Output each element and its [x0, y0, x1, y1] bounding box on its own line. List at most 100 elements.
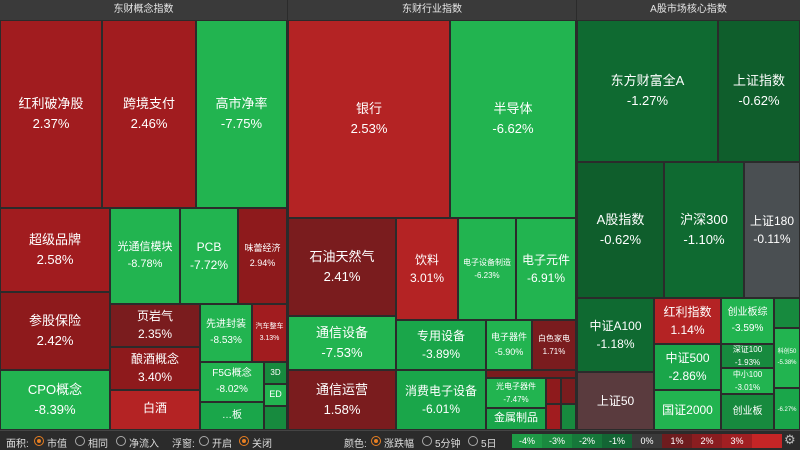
tile-xiaofei-dianzi[interactable]: 消费电子设备 -6.01%	[396, 370, 486, 430]
tile-a-gu[interactable]: A股指数 -0.62%	[577, 162, 664, 298]
area-option-net-inflow[interactable]: 净流入	[129, 439, 159, 450]
tile-pcb[interactable]: PCB -7.72%	[180, 208, 238, 304]
area-radio-net-inflow[interactable]	[116, 436, 126, 446]
tile-tongxin-shebei[interactable]: 通信设备 -7.53%	[288, 316, 396, 370]
tile-industry-small-3[interactable]	[546, 404, 561, 430]
tile-dianzi-yuanjian[interactable]: 电子元件 -6.91%	[516, 218, 576, 320]
tile-dongfang-caifu[interactable]: 东方财富全A -1.27%	[577, 20, 718, 162]
float-option-on[interactable]: 开启	[212, 439, 232, 450]
gear-icon[interactable]: ⚙	[784, 432, 796, 447]
color-option-change[interactable]: 涨跌幅	[384, 439, 414, 450]
tile-chuangye-zong[interactable]: 创业板综 -3.59%	[721, 298, 774, 344]
tile-industry-strip[interactable]	[486, 370, 576, 378]
color-option-5min[interactable]: 5分钟	[435, 439, 461, 450]
tile-gaoshi-jinglv[interactable]: 高市净率 -7.75%	[196, 20, 287, 208]
tile-small-filler[interactable]	[264, 406, 287, 430]
tile-name: 中证500	[665, 350, 710, 365]
tile-name: 饮料	[414, 252, 439, 267]
legend-cell: 1%	[662, 434, 692, 448]
float-option-off[interactable]: 关闭	[252, 439, 272, 450]
tile-yinhang[interactable]: 银行 2.53%	[288, 20, 450, 218]
tile-yinliao[interactable]: 饮料 3.01%	[396, 218, 458, 320]
area-option-market-cap[interactable]: 市值	[47, 439, 67, 450]
tile-guangdianzi[interactable]: 光电子器件 -7.47%	[486, 378, 546, 408]
tile-name: 超级品牌	[28, 232, 81, 248]
tile-name: …板	[222, 409, 242, 421]
tile-jinshu-zhipin[interactable]: 金属制品	[486, 408, 546, 430]
tile-xianjin-fengzhuang[interactable]: 先进封装 -8.53%	[200, 304, 252, 362]
tile-name: 国证2000	[662, 402, 713, 417]
bottom-control-bar: 面积: 市值 相同 净流入 浮窗: 开启 关闭 颜色: 涨跌幅 5分钟 5日 -…	[0, 430, 800, 450]
area-radio-market-cap[interactable]	[34, 436, 44, 446]
tile-change: -1.93%	[734, 357, 761, 367]
tile-name: 光通信模块	[117, 240, 173, 253]
tile-change: -3.59%	[731, 322, 764, 334]
tile-zhuanyong-shebei[interactable]: 专用设备 -3.89%	[396, 320, 486, 370]
tile-shiyou-tianranqi[interactable]: 石油天然气 2.41%	[288, 218, 396, 316]
tile-ed[interactable]: ED	[264, 384, 287, 406]
tile-small-ban[interactable]: …板	[200, 402, 264, 430]
tile-name: 上证50	[596, 393, 635, 408]
tile-zhongzheng500[interactable]: 中证500 -2.86%	[654, 344, 721, 390]
tile-weilei-jingji[interactable]: 味蕾经济 2.94%	[238, 208, 287, 304]
tile-industry-small-1[interactable]	[546, 378, 561, 404]
tile-shenzheng100[interactable]: 深证100 -1.93%	[721, 344, 774, 368]
tile-yeyanqi[interactable]: 页岩气 2.35%	[110, 304, 200, 347]
tile-guangtongxin[interactable]: 光通信模块 -8.78%	[110, 208, 180, 304]
tile-change: -5.38%	[777, 359, 797, 366]
tile-chuangyeban[interactable]: 创业板	[721, 394, 774, 430]
tile-name: 银行	[355, 101, 382, 117]
tile-hushen300[interactable]: 沪深300 -1.10%	[664, 162, 744, 298]
tile-f5g[interactable]: F5G概念 -8.02%	[200, 362, 264, 402]
tile-bandaoti[interactable]: 半导体 -6.62%	[450, 20, 576, 218]
tile-name: 味蕾经济	[244, 243, 281, 254]
tile-industry-small-2[interactable]	[561, 378, 576, 404]
area-radio-equal[interactable]	[75, 436, 85, 446]
tile-shangzheng[interactable]: 上证指数 -0.62%	[718, 20, 800, 162]
color-label: 颜色:	[344, 439, 367, 450]
tile-qiche-zhengche[interactable]: 汽车整车 3.13%	[252, 304, 287, 362]
tile-chaoji-pinpai[interactable]: 超级品牌 2.58%	[0, 208, 110, 292]
tile-canban-baoxian[interactable]: 参股保险 2.42%	[0, 292, 110, 370]
color-option-5day[interactable]: 5日	[481, 439, 497, 450]
tile-change: -8.02%	[216, 383, 248, 395]
float-radio-on[interactable]	[199, 436, 209, 446]
tile-dianzi-qijian[interactable]: 电子器件 -5.90%	[486, 320, 532, 370]
tile-change: -6.27%	[777, 406, 797, 413]
color-radio-change[interactable]	[371, 436, 381, 446]
float-radio-off[interactable]	[239, 436, 249, 446]
tile-baise-jiadian[interactable]: 白色家电 1.71%	[532, 320, 576, 370]
tile-tongxin-yunying[interactable]: 通信运营 1.58%	[288, 370, 396, 430]
tile-hongli-pojing[interactable]: 红利破净股 2.37%	[0, 20, 102, 208]
tile-market-small-1[interactable]	[774, 298, 800, 328]
tile-industry-small-4[interactable]	[561, 404, 576, 430]
tile-zhongxiao100[interactable]: 中小100 -3.01%	[721, 368, 774, 394]
tile-change: -6.62%	[492, 120, 534, 136]
tile-zhongzheng2000[interactable]: 国证2000	[654, 390, 721, 430]
tile-change: -0.62%	[599, 231, 642, 247]
tile-niangjiu[interactable]: 酿酒概念 3.40%	[110, 347, 200, 390]
tile-hongli-zhishu[interactable]: 红利指数 1.14%	[654, 298, 721, 344]
tile-keji-small[interactable]: 科创50 -5.38%	[774, 328, 800, 388]
tile-change: -8.53%	[210, 334, 242, 346]
color-radio-5min[interactable]	[422, 436, 432, 446]
tile-change: 2.37%	[32, 115, 70, 131]
tile-name: 高市净率	[215, 96, 268, 112]
tile-cpo[interactable]: CPO概念 -8.39%	[0, 370, 110, 430]
tile-change: -7.72%	[189, 257, 229, 272]
tile-shangzheng50[interactable]: 上证50	[577, 372, 654, 430]
tile-baijiu[interactable]: 白酒	[110, 390, 200, 430]
tile-name: 3D	[270, 368, 281, 377]
tile-change: -8.78%	[127, 257, 163, 270]
tile-3d[interactable]: 3D	[264, 362, 287, 384]
tile-shangzheng180[interactable]: 上证180 -0.11%	[744, 162, 800, 298]
tile-dianzi-shebei-zhizao[interactable]: 电子设备制造 -6.23%	[458, 218, 516, 320]
area-option-equal[interactable]: 相同	[88, 439, 108, 450]
tile-kuajing-zhifu[interactable]: 跨境支付 2.46%	[102, 20, 196, 208]
tile-name: 通信设备	[315, 325, 368, 341]
color-radio-5day[interactable]	[468, 436, 478, 446]
tile-change: 2.35%	[137, 327, 173, 341]
tile-zhongzheng-a100[interactable]: 中证A100 -1.18%	[577, 298, 654, 372]
tile-right-small[interactable]: -6.27%	[774, 388, 800, 430]
tile-change: -7.47%	[503, 394, 529, 404]
